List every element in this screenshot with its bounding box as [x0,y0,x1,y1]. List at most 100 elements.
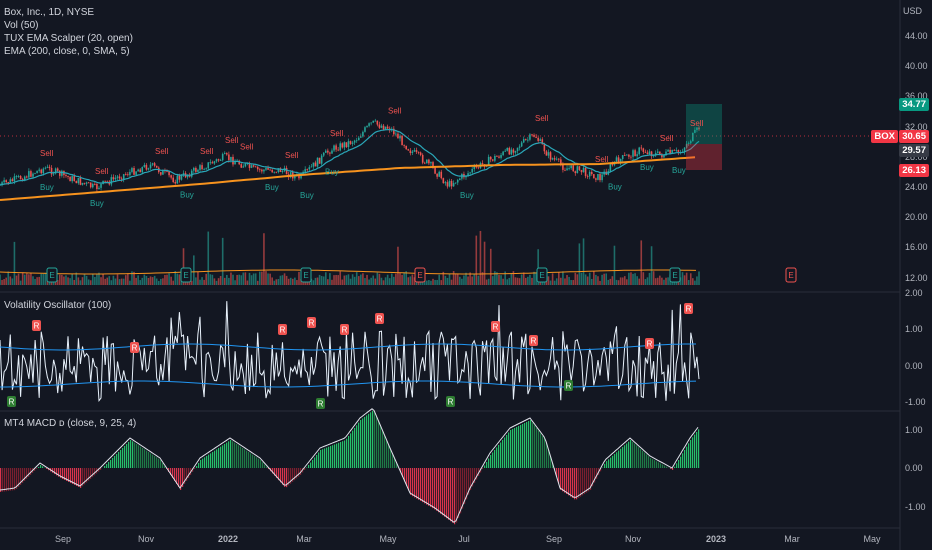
macd-histogram-bar [684,450,686,468]
volume-bar [331,279,333,285]
macd-histogram-bar [106,464,108,468]
candle-body [659,151,661,155]
volume-bar [436,279,438,285]
candle-body [574,171,577,174]
volume-bar [481,272,484,285]
r-signal-label: R [342,326,348,335]
macd-histogram-bar [390,450,392,468]
candle-body [366,125,368,128]
candle-body [38,169,40,171]
macd-histogram-bar [496,447,498,468]
macd-histogram-bar [124,446,126,468]
candle-body [450,180,453,187]
candle-body [174,182,177,184]
macd-histogram-bar [64,468,66,480]
macd-histogram-bar [114,456,116,468]
volume-bar [617,280,620,285]
macd-histogram-bar [426,468,428,505]
volume-bar [347,274,350,285]
volume-bar [623,276,626,285]
candle-body [364,127,366,132]
macd-histogram-bar [30,468,32,475]
macd-histogram-bar [94,468,96,476]
macd-histogram-bar [108,462,110,468]
volume-bar [67,277,69,285]
macd-histogram-bar [448,468,450,520]
macd-histogram-bar [466,468,468,500]
candle-body [597,174,599,180]
macd-histogram-bar [22,468,24,483]
candle-body [446,182,449,187]
candle-body [382,125,385,130]
r-signal-badge [375,313,384,324]
macd-histogram-bar [592,468,594,487]
candle-body [318,157,321,164]
candle-body [419,152,422,155]
macd-histogram-bar [130,440,132,468]
volume-bar [195,277,197,285]
candle-body [378,124,381,128]
volume-bar [248,272,251,285]
candle-body [555,158,558,160]
volume-bar [527,276,529,285]
macd-histogram-bar [112,458,114,468]
candle-body [432,162,434,168]
volume-bar [322,276,325,285]
volume-bar [149,276,152,285]
legend-main: Box, Inc., 1D, NYSE Vol (50) TUX EMA Sca… [4,6,133,58]
macd-histogram-bar [38,467,40,468]
macd-histogram-bar [678,460,680,468]
macd-histogram-bar [578,468,580,498]
sell-signal-label: Sell [200,147,214,156]
volume-indicator-label[interactable]: Vol (50) [4,20,39,31]
macd-histogram-bar [362,418,364,468]
candle-body [351,142,354,144]
macd-histogram-bar [548,450,550,468]
volume-bar [145,275,148,285]
candle-body [595,178,597,180]
volatility-indicator-label[interactable]: Volatility Oscillator (100) [4,300,112,311]
tux-indicator-label[interactable]: TUX EMA Scalper (20, open) [4,33,133,44]
stop-zone-box [686,144,722,170]
volume-bar [380,277,383,285]
macd-histogram-bar [250,453,252,468]
macd-histogram-bar [46,468,48,469]
candle-body [17,176,20,177]
macd-histogram-bar [90,468,92,479]
volume-bar [71,273,73,285]
macd-histogram-bar [530,420,532,468]
ema-indicator-label[interactable]: EMA (200, close, 0, SMA, 5) [4,46,130,57]
macd-histogram-bar [240,446,242,468]
candle-body [407,149,410,151]
candle-body [48,166,51,168]
candle-body [122,174,125,180]
macd-histogram-bar [160,460,162,468]
candle-body [265,168,267,170]
volume-bar [172,280,175,285]
macd-histogram-bar [574,468,576,500]
macd-histogram-bar [616,452,618,468]
macd-histogram-bar [632,441,634,468]
candle-body [341,143,344,148]
macd-histogram-bar [242,448,244,468]
buy-signal-label: Buy [325,168,339,177]
volume-bar [615,279,618,285]
candle-body [671,150,673,154]
candle-body [397,133,399,139]
volume-bar [628,272,630,285]
macd-histogram-bar [52,468,54,473]
volume-bar [516,277,519,285]
volume-bar [34,278,36,285]
symbol-title[interactable]: Box, Inc., 1D, NYSE [4,7,95,18]
candle-body [13,176,16,182]
macd-histogram-bar [310,462,312,468]
candle-body [628,154,630,157]
candle-body [273,171,276,173]
volume-bar [574,272,577,285]
volume-bar [281,275,284,285]
candle-body [289,172,292,178]
macd-histogram-bar [0,468,2,492]
macd-histogram-bar [320,450,322,468]
macd-indicator-label[interactable]: MT4 MACD ᴅ (close, 9, 25, 4) [4,418,137,429]
